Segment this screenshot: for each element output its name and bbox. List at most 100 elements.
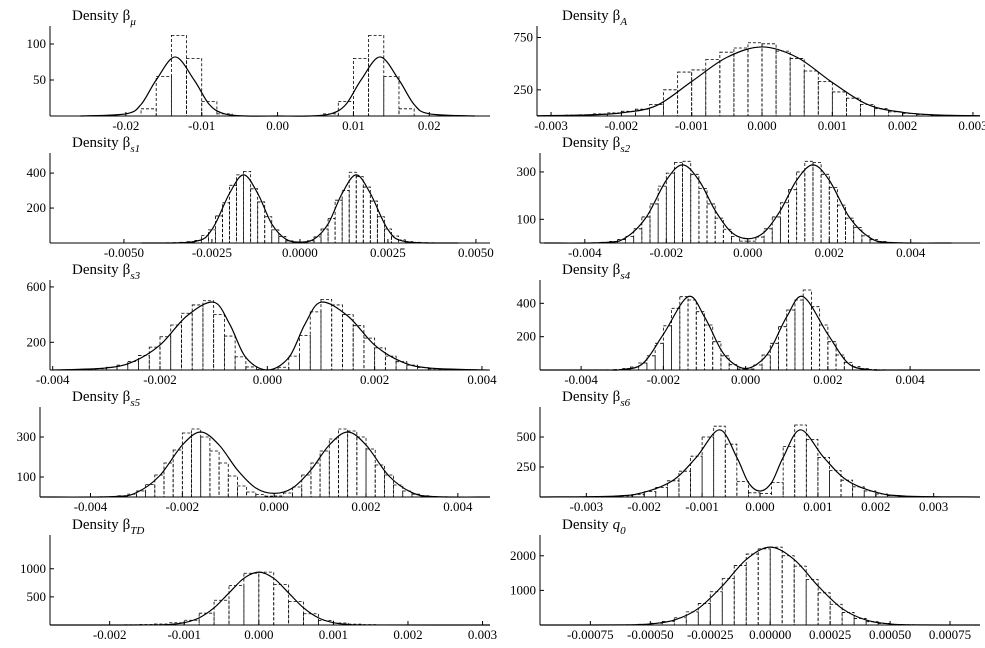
histogram-bar [775, 50, 791, 117]
x-tick-label: -0.004 [36, 372, 70, 387]
histogram-bar [654, 342, 664, 371]
histogram-bar [215, 215, 223, 244]
histogram-bar [757, 548, 771, 626]
title-label: Density [72, 8, 119, 24]
histogram-bar [745, 553, 759, 626]
density-curve [544, 164, 952, 244]
density-curve [80, 56, 475, 117]
histogram-bar [213, 314, 225, 371]
histogram-bar [748, 492, 761, 498]
histogram-bar [695, 311, 705, 371]
histogram-bar [769, 546, 783, 626]
y-tick-label: 750 [514, 30, 534, 45]
histogram-bar [803, 70, 819, 117]
x-tick-label: 0.00 [266, 118, 289, 133]
histogram-bar [282, 492, 293, 498]
panel-title: Density βs2 [562, 135, 631, 155]
y-tick-label: 500 [27, 589, 47, 604]
histogram-bar [721, 578, 735, 626]
x-tick-label: 0.003 [958, 118, 985, 133]
panel-title: Density βs4 [562, 262, 631, 282]
x-tick-label: 0.0050 [458, 245, 494, 260]
histogram-bar [845, 217, 855, 244]
histogram-bar [674, 162, 683, 244]
x-tick-label: -0.002 [93, 627, 127, 642]
histogram-bar [673, 617, 687, 626]
histogram-bar [837, 204, 846, 244]
histogram-bar [779, 202, 789, 244]
y-tick-label: 100 [517, 211, 537, 226]
histogram-bar [229, 184, 237, 244]
y-tick-label: 300 [517, 164, 537, 179]
histogram-bar [789, 58, 805, 117]
histogram-bar [363, 337, 376, 371]
title-subscript: μ [129, 16, 136, 28]
histogram-bar [327, 218, 336, 244]
histogram-bar [191, 304, 204, 371]
title-subscript: 0 [620, 525, 626, 537]
y-tick-label: 250 [514, 82, 534, 97]
histogram-bar [365, 448, 376, 498]
title-label: Density [562, 262, 609, 278]
x-tick-label: -0.001 [685, 499, 719, 514]
histogram-bar [246, 491, 257, 498]
title-subscript: s1 [130, 143, 140, 155]
title-symbol: q [613, 517, 621, 533]
y-tick-label: 2000 [510, 548, 536, 563]
y-tick-label: 1000 [510, 582, 536, 597]
title-label: Density [562, 389, 609, 405]
x-tick-label: -0.002 [166, 499, 200, 514]
title-subscript: s2 [620, 143, 630, 155]
histogram-bar [811, 306, 821, 371]
histogram-bar [643, 491, 657, 498]
y-tick-label: 50 [33, 72, 46, 87]
histogram-bar [154, 474, 165, 498]
x-tick-label: 0.000 [244, 627, 273, 642]
histogram-bar [140, 108, 157, 117]
histogram-bar [869, 239, 879, 244]
histogram-bar [222, 202, 230, 244]
histogram-bar [264, 216, 273, 244]
histogram-bar [828, 186, 838, 244]
histogram-bar [234, 356, 247, 371]
histogram-bar [713, 425, 726, 498]
histogram-bar [338, 428, 349, 498]
histogram-bar [342, 314, 354, 371]
histogram-bar [257, 201, 266, 244]
y-tick-label: 500 [517, 429, 537, 444]
histogram-bar [761, 354, 771, 371]
histogram-bar [701, 436, 715, 498]
histogram-bar [202, 300, 215, 371]
histogram-bar [759, 492, 772, 498]
panel: Density q0 -0.00075 -0.00050 -0.00025 0.00000… [510, 517, 981, 642]
x-tick-label: 0.004 [443, 499, 473, 514]
panel-title: Density βTD [72, 517, 144, 537]
histogram-bar [665, 172, 675, 244]
histogram-bar [788, 189, 798, 244]
x-tick-label: -0.0025 [192, 245, 232, 260]
histogram-bar [657, 185, 667, 244]
y-tick-label: 1000 [20, 561, 46, 576]
histogram-bar [236, 174, 244, 244]
histogram-bar [679, 296, 689, 371]
histogram-bar [769, 342, 779, 371]
x-tick-label: -0.0050 [104, 245, 144, 260]
histogram-bar [136, 490, 147, 498]
histogram-bar [303, 613, 319, 626]
x-tick-label: -0.01 [188, 118, 215, 133]
histogram-bar [200, 436, 211, 498]
x-tick-label: 0.004 [896, 245, 926, 260]
y-tick-label: 200 [27, 334, 47, 349]
histogram-bar [155, 76, 172, 117]
panel: Density βs4 -0.004 -0.002 0.000 0.002 0.004 200… [517, 262, 981, 387]
panel: Density βs1 -0.0050 -0.0025 0.0000 0.0025 0.00… [27, 135, 494, 260]
title-subscript: s5 [130, 397, 140, 409]
histogram-bar [353, 58, 370, 117]
panel-title: Density βA [562, 8, 627, 28]
histogram-bar [138, 355, 150, 371]
x-tick-label: -0.00075 [567, 627, 614, 642]
panel-title: Density βs3 [72, 262, 141, 282]
histogram-bar [817, 592, 831, 626]
histogram-bar [243, 572, 260, 626]
histogram-bar [763, 228, 773, 244]
